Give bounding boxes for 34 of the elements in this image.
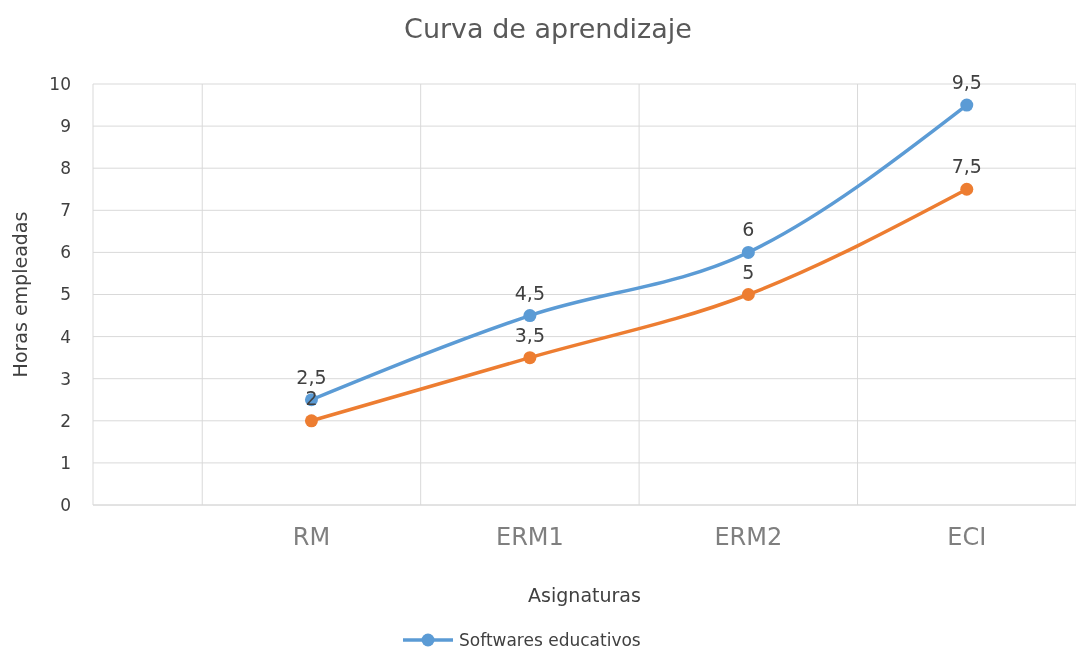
y-axis-title: Horas empleadas (9, 211, 31, 378)
point (304, 414, 318, 428)
chart-title: Curva de aprendizaje (404, 13, 692, 44)
point (960, 182, 974, 196)
legend-label: Softwares educativos (459, 629, 641, 650)
y-tick-label: 8 (60, 158, 71, 179)
x-tick-label: ERM1 (495, 523, 564, 551)
x-tick-label: ECI (947, 523, 987, 551)
data-label: 6 (742, 218, 755, 241)
data-label: 9,5 (951, 71, 982, 94)
data-label: 2 (305, 386, 318, 409)
data-label: 5 (742, 260, 755, 283)
y-tick-label: 3 (60, 368, 71, 389)
y-tick-label: 0 (60, 494, 71, 515)
x-axis-title: Asignaturas (528, 584, 641, 606)
point (741, 245, 755, 259)
point (523, 351, 537, 365)
y-tick-label: 7 (60, 200, 71, 221)
y-tick-label: 4 (60, 326, 71, 347)
point (523, 309, 537, 323)
y-tick-label: 5 (60, 284, 71, 305)
y-tick-label: 9 (60, 116, 71, 137)
data-label: 3,5 (514, 323, 545, 346)
x-tick-label: ERM2 (714, 523, 783, 551)
data-label: 2,5 (296, 365, 327, 388)
y-tick-label: 6 (60, 242, 71, 263)
x-tick-label: RM (292, 523, 331, 551)
y-tick-label: 1 (60, 452, 71, 473)
y-tick-label: 10 (49, 73, 71, 94)
point (960, 98, 974, 112)
point (741, 288, 755, 301)
y-tick-label: 2 (60, 410, 71, 431)
data-label: 7,5 (951, 155, 982, 178)
data-label: 4,5 (514, 281, 545, 304)
